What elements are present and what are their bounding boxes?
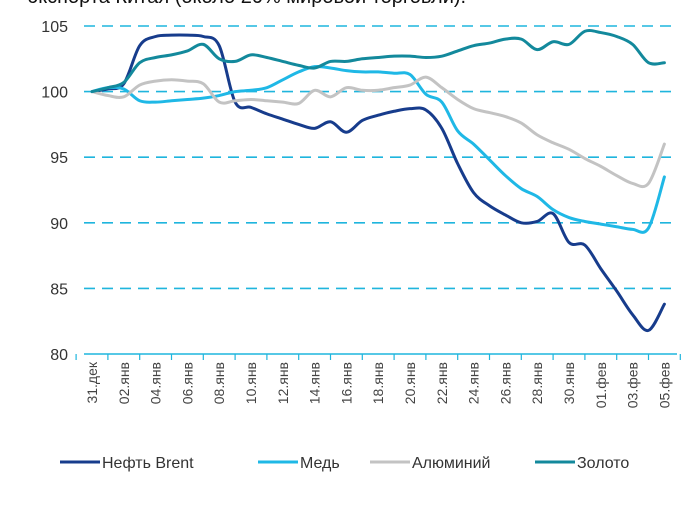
x-tick-label: 12.янв xyxy=(275,362,291,404)
x-tick-label: 06.янв xyxy=(179,362,195,404)
x-tick-label: 16.янв xyxy=(338,362,354,404)
series-line-2 xyxy=(90,75,666,189)
x-tick-label: 05.фев xyxy=(656,362,672,408)
x-tick-label: 14.янв xyxy=(307,362,323,404)
x-tick-label: 22.янв xyxy=(434,362,450,404)
y-tick-label: 100 xyxy=(41,85,68,102)
legend-label: Алюминий xyxy=(412,455,490,472)
x-tick-label: 18.янв xyxy=(370,362,386,404)
legend-label: Медь xyxy=(300,455,340,472)
series-line-1 xyxy=(90,65,666,234)
caption-text: экспорта Китая (около 20% мировой торгов… xyxy=(28,0,466,9)
legend-label: Золото xyxy=(577,455,629,472)
x-tick-label: 10.янв xyxy=(243,362,259,404)
x-tick-label: 08.янв xyxy=(211,362,227,404)
y-tick-label: 90 xyxy=(50,216,68,233)
x-tick-label: 20.янв xyxy=(402,362,418,404)
y-tick-label: 105 xyxy=(41,19,68,36)
x-tick-label: 04.янв xyxy=(148,362,164,404)
x-tick-label: 03.фев xyxy=(625,362,641,408)
y-tick-label: 95 xyxy=(50,150,68,167)
x-tick-label: 26.янв xyxy=(497,362,513,404)
x-tick-label: 30.янв xyxy=(561,362,577,404)
y-tick-label: 80 xyxy=(50,347,68,364)
series-line-3 xyxy=(90,29,666,94)
y-tick-label: 85 xyxy=(50,281,68,298)
x-tick-label: 28.янв xyxy=(529,362,545,404)
series-line-0 xyxy=(90,33,666,332)
x-tick-label: 01.фев xyxy=(593,362,609,408)
x-tick-label: 31.дек xyxy=(84,361,100,403)
x-tick-label: 02.янв xyxy=(116,362,132,404)
x-tick-label: 24.янв xyxy=(466,362,482,404)
legend-label: Нефть Brent xyxy=(102,455,194,472)
